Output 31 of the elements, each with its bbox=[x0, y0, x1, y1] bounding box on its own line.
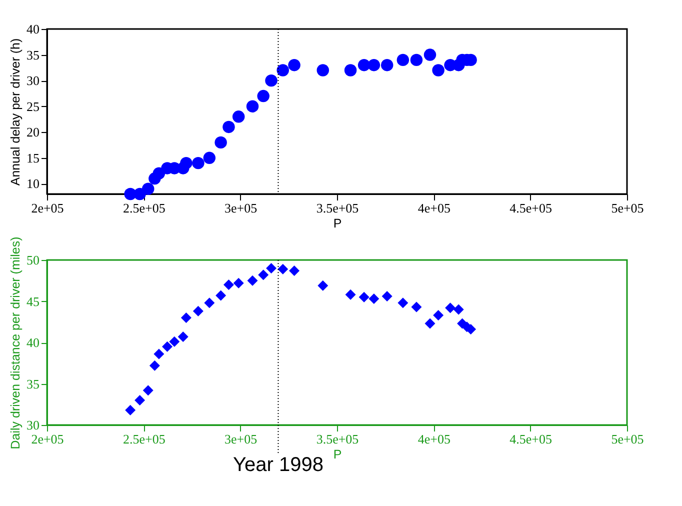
y-axis-title: Annual delay per driver (h) bbox=[8, 38, 22, 186]
y-tick-label: 40 bbox=[26, 22, 40, 36]
x-tick-label: 3.5e+05 bbox=[316, 200, 359, 216]
y-axis-title: Daily driven distance per driver (miles) bbox=[8, 236, 22, 450]
y-tick-label: 25 bbox=[26, 98, 40, 114]
y-tick-label: 45 bbox=[26, 294, 40, 309]
y-tick-label: 40 bbox=[26, 335, 40, 350]
y-tick-label: 35 bbox=[26, 376, 40, 392]
y-tick-label: 20 bbox=[26, 124, 40, 140]
x-tick-label: 5e+05 bbox=[611, 432, 644, 446]
y-tick-label: 15 bbox=[26, 150, 40, 166]
x-tick-label: 4.5e+05 bbox=[510, 200, 552, 216]
ref-line-label: Year 1998 bbox=[232, 454, 324, 476]
y-tick-label: 10 bbox=[26, 176, 40, 192]
y-tick-label: 30 bbox=[26, 418, 40, 432]
x-tick-label: 3.5e+05 bbox=[316, 432, 359, 446]
x-tick-label: 2.5e+05 bbox=[122, 200, 166, 216]
x-tick-label: 4e+05 bbox=[418, 432, 450, 446]
x-tick-label: 2e+05 bbox=[31, 432, 64, 446]
x-axis-title: P bbox=[333, 216, 342, 230]
y-tick-label: 50 bbox=[26, 252, 40, 268]
x-tick-label: 5e+05 bbox=[611, 200, 644, 216]
x-tick-label: 4.5e+05 bbox=[510, 432, 552, 446]
x-tick-label: 2e+05 bbox=[31, 200, 64, 216]
x-tick-label: 3e+05 bbox=[224, 432, 258, 446]
x-tick-label: 3e+05 bbox=[224, 200, 258, 216]
x-tick-label: 4e+05 bbox=[418, 200, 450, 216]
x-tick-label: 2.5e+05 bbox=[122, 432, 166, 446]
x-axis-title: P bbox=[333, 448, 342, 462]
y-tick-label: 35 bbox=[26, 47, 40, 62]
y-tick-label: 30 bbox=[26, 73, 40, 88]
